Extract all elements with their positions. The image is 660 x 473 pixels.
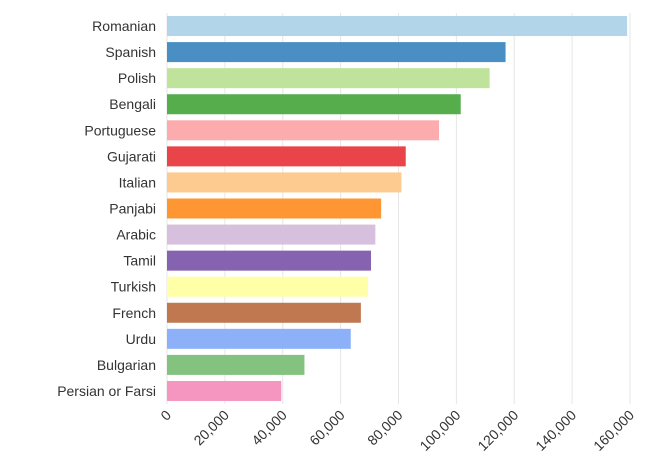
category-label: Persian or Farsi — [57, 383, 156, 399]
category-label: Turkish — [111, 279, 156, 295]
bar — [167, 146, 406, 167]
bar — [167, 198, 382, 219]
bar — [167, 94, 461, 115]
x-tick-label: 140,000 — [532, 407, 579, 454]
category-label: Romanian — [92, 18, 156, 34]
category-label: Gujarati — [107, 148, 156, 164]
bar — [167, 328, 351, 349]
x-tick-label: 0 — [157, 407, 174, 424]
x-tick-labels: 0 20,000 40,000 60,000 80,000 100,000 120,000 1… — [157, 407, 637, 454]
category-labels: Romanian Spanish Polish Bengali Portuguese Gu… — [57, 18, 156, 399]
x-tick-label: 40,000 — [248, 407, 290, 449]
category-label: Bengali — [109, 96, 156, 112]
x-tick-label: 20,000 — [190, 407, 232, 449]
bar — [167, 380, 282, 401]
bar — [167, 302, 361, 323]
category-label: Panjabi — [109, 201, 156, 217]
x-tick-label: 160,000 — [590, 407, 637, 454]
x-tick-label: 60,000 — [306, 407, 348, 449]
x-tick-label: 80,000 — [364, 407, 406, 449]
category-label: Spanish — [105, 44, 156, 60]
category-label: Arabic — [116, 227, 156, 243]
category-label: French — [112, 305, 156, 321]
bar — [167, 16, 628, 37]
bars — [167, 16, 628, 401]
bar — [167, 120, 440, 141]
category-label: Urdu — [126, 331, 156, 347]
bar — [167, 276, 369, 297]
category-label: Tamil — [123, 253, 156, 269]
category-label: Polish — [118, 70, 156, 86]
bar — [167, 250, 372, 271]
category-label: Portuguese — [84, 122, 156, 138]
bar — [167, 224, 376, 245]
x-tick-label: 120,000 — [474, 407, 521, 454]
category-label: Italian — [119, 174, 156, 190]
bar — [167, 68, 490, 89]
x-tick-label: 100,000 — [416, 407, 463, 454]
category-label: Bulgarian — [97, 357, 156, 373]
bar — [167, 42, 506, 63]
bar — [167, 172, 402, 193]
bar — [167, 354, 305, 375]
